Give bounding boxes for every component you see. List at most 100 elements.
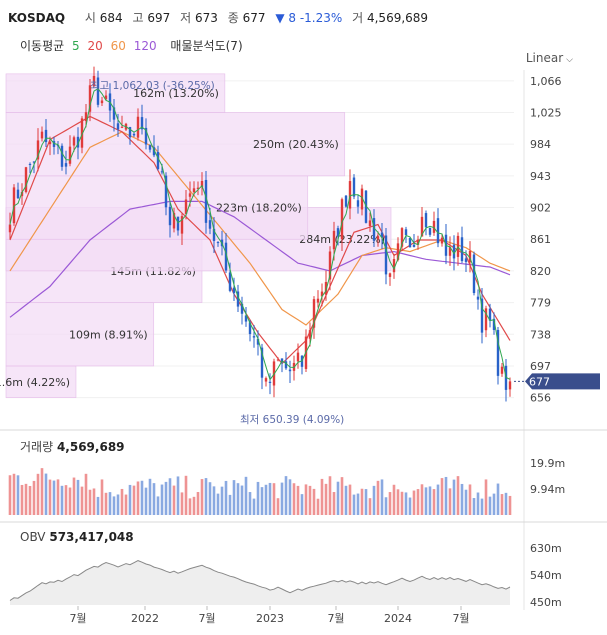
candle-body [500, 366, 504, 374]
scale-toggle-button[interactable]: Linear ⌵ [526, 51, 573, 65]
open-label: 시 [84, 11, 96, 25]
volume-bar [84, 473, 88, 515]
volume-bar [20, 484, 24, 515]
volume-bar [12, 473, 16, 515]
candle-body [92, 75, 96, 87]
chevron-down-icon: ⌵ [566, 55, 573, 65]
candle-body [80, 118, 84, 148]
candle-body [356, 200, 360, 207]
candle-body [440, 237, 444, 244]
volume-bar [56, 479, 60, 515]
price-tick-label: 656 [530, 392, 551, 405]
volume-bar [376, 480, 380, 515]
volume-bar [384, 497, 388, 515]
candle-body [256, 338, 260, 345]
volume-bar [372, 485, 376, 515]
volume-bar [424, 487, 428, 515]
volume-bar [268, 482, 272, 515]
volume-bar [244, 476, 248, 515]
volume-bar [200, 479, 204, 515]
price-tick-label: 984 [530, 138, 551, 151]
candle-body [136, 116, 140, 138]
volume-bar [76, 479, 80, 515]
x-tick-label: 2024 [384, 612, 412, 625]
candle-body [348, 181, 352, 209]
candle-body [496, 329, 500, 376]
candle-body [508, 381, 512, 390]
price-tick-label: 861 [530, 233, 551, 246]
candle-body [188, 193, 192, 197]
volume-bar [40, 468, 44, 515]
candle-body [284, 361, 288, 369]
candle-body [236, 291, 240, 307]
candle-body [192, 188, 196, 193]
candle-body [412, 244, 416, 247]
volume-bar [276, 498, 280, 515]
obv-panel-title: OBV 573,417,048 [20, 530, 134, 544]
volume-bar [44, 473, 48, 515]
candle-body [288, 369, 292, 372]
volume-bar [296, 485, 300, 515]
volume-bar [476, 492, 480, 515]
volume-bar [128, 484, 132, 515]
candle-body [264, 378, 268, 382]
volume-bar [488, 496, 492, 515]
volume-bar [504, 492, 508, 515]
volume-bar [216, 493, 220, 515]
volume-bar [152, 483, 156, 515]
volume-bar [252, 498, 256, 515]
volume-profile-label: 매물분석도(7) [170, 39, 243, 53]
candle-body [396, 243, 400, 260]
close-label: 종 [227, 11, 239, 25]
candle-body [176, 216, 180, 231]
candle-body [464, 258, 468, 262]
candle-body [132, 133, 136, 136]
volume-bar [428, 486, 432, 515]
candle-body [100, 100, 104, 104]
close-value: 677 [242, 11, 266, 25]
volume-bar [340, 477, 344, 515]
obv-line [9, 560, 511, 601]
volume-bar [120, 488, 124, 515]
obv-panel-label: OBV [20, 530, 46, 544]
candle-body [172, 212, 176, 229]
volume-bar [136, 481, 140, 515]
candle-body [160, 171, 164, 173]
candle-body [312, 299, 316, 328]
obv-panel-value: 573,417,048 [49, 530, 134, 544]
volume-bar [284, 476, 288, 515]
x-tick-label: 7월 [198, 612, 215, 625]
candle-body [128, 127, 132, 138]
volume-bar [168, 478, 172, 515]
ma-legend-label: 이동평균 [20, 39, 65, 53]
candle-body [376, 236, 380, 240]
volume-profile-label: 162m (13.20%) [133, 87, 219, 100]
candle-body [448, 247, 452, 256]
candle-body [308, 330, 312, 339]
volume-bar [248, 492, 252, 515]
volume-bar [320, 478, 324, 515]
volume-profile-bar [5, 175, 309, 240]
volume-bar [460, 483, 464, 515]
candle-body [104, 95, 108, 100]
volume-bar [240, 485, 244, 515]
price-tick-label: 902 [530, 202, 551, 215]
volume-bar [436, 484, 440, 515]
volume-bar [172, 485, 176, 515]
candle-body [212, 228, 216, 241]
volume-bar [204, 478, 208, 515]
ma-legend[interactable]: 이동평균 5 20 60 120 매물분석도(7) [20, 37, 247, 54]
candle-body [468, 250, 472, 263]
volume-bar [144, 487, 148, 515]
volume-bar [72, 477, 76, 515]
candle-body [460, 237, 464, 262]
volume-bar [448, 488, 452, 515]
volume-bar [60, 485, 64, 515]
volume-bar [496, 483, 500, 515]
candle-body [380, 232, 384, 238]
volume-bar [300, 494, 304, 515]
candle-body [112, 107, 116, 120]
candle-body [16, 189, 20, 199]
candle-body [180, 216, 184, 234]
